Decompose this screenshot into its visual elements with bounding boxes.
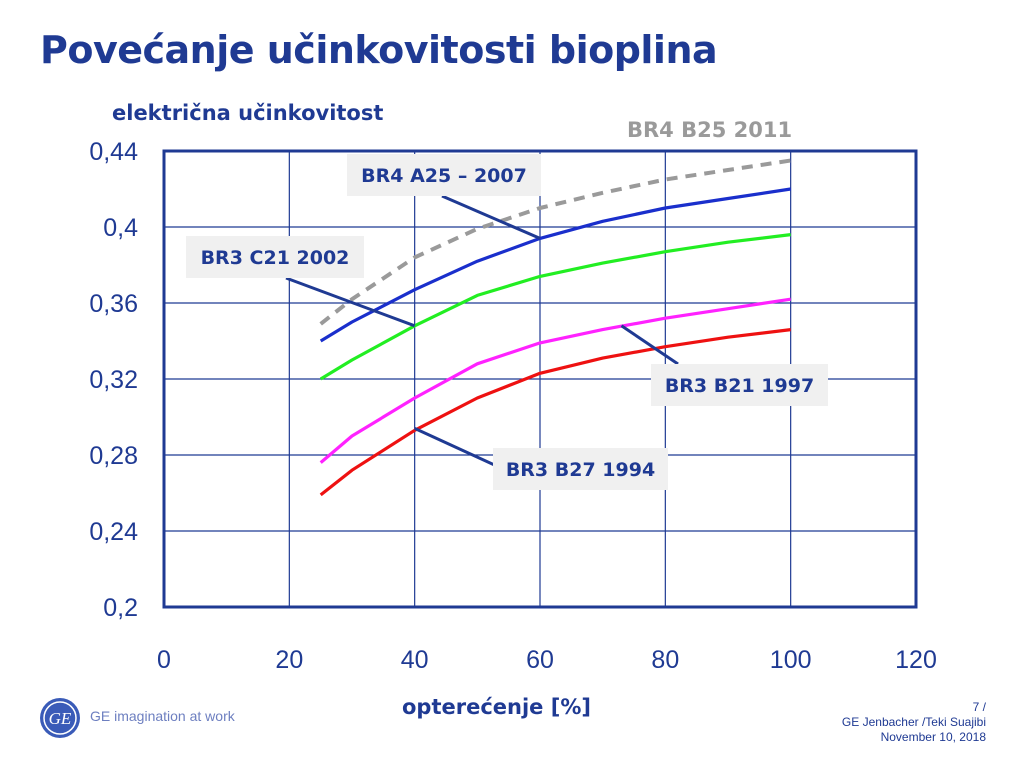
x-tick-label: 20 xyxy=(275,646,303,674)
y-tick-label: 0,24 xyxy=(89,518,138,546)
y-tick-label: 0,4 xyxy=(103,214,138,242)
y-tick-label: 0,36 xyxy=(89,290,138,318)
series-line xyxy=(319,158,791,326)
footer-author: GE Jenbacher /Teki Suajibi xyxy=(841,715,986,729)
logo-tagline: GE imagination at work xyxy=(90,708,235,724)
ge-logo-icon: GE xyxy=(40,698,80,738)
x-tick-label: 60 xyxy=(526,646,554,674)
x-tick-label: 0 xyxy=(157,646,171,674)
x-tick-label: 120 xyxy=(895,646,937,674)
leader-line xyxy=(441,194,541,240)
footer: 7 / GE Jenbacher /Teki Suajibi November … xyxy=(842,700,986,745)
y-tick-label: 0,28 xyxy=(89,442,138,470)
series-label: BR3 B27 1994 xyxy=(506,459,655,481)
footer-page: 7 / xyxy=(972,700,986,714)
y-tick-label: 0,44 xyxy=(89,138,138,166)
y-tick-label: 0,32 xyxy=(89,366,138,394)
series-label-box xyxy=(651,364,828,406)
series-label: BR4 A25 – 2007 xyxy=(361,165,527,187)
leader-line xyxy=(620,324,679,366)
series-label-box xyxy=(347,154,541,196)
series-label: BR3 C21 2002 xyxy=(201,247,350,269)
plot-frame xyxy=(162,149,918,609)
y-tick-label: 0,2 xyxy=(103,594,138,622)
series-label-box xyxy=(186,236,364,278)
leader-line xyxy=(414,427,502,470)
y-axis-label: električna učinkovitost xyxy=(112,101,384,125)
ge-logo-mark: GE xyxy=(49,709,72,728)
x-tick-label: 40 xyxy=(401,646,429,674)
x-tick-label: 80 xyxy=(651,646,679,674)
series-line xyxy=(319,328,791,497)
x-axis-label: opterećenje [%] xyxy=(402,695,591,719)
leader-line xyxy=(285,276,416,328)
x-tick-label: 100 xyxy=(770,646,812,674)
slide-title: Povećanje učinkovitosti bioplina xyxy=(40,28,718,72)
series-label: BR4 B25 2011 xyxy=(627,118,792,142)
series-line xyxy=(319,297,791,464)
series-line xyxy=(319,233,791,381)
series-label-box xyxy=(493,448,668,490)
footer-date: November 10, 2018 xyxy=(880,730,986,744)
series-label: BR3 B21 1997 xyxy=(665,375,814,397)
